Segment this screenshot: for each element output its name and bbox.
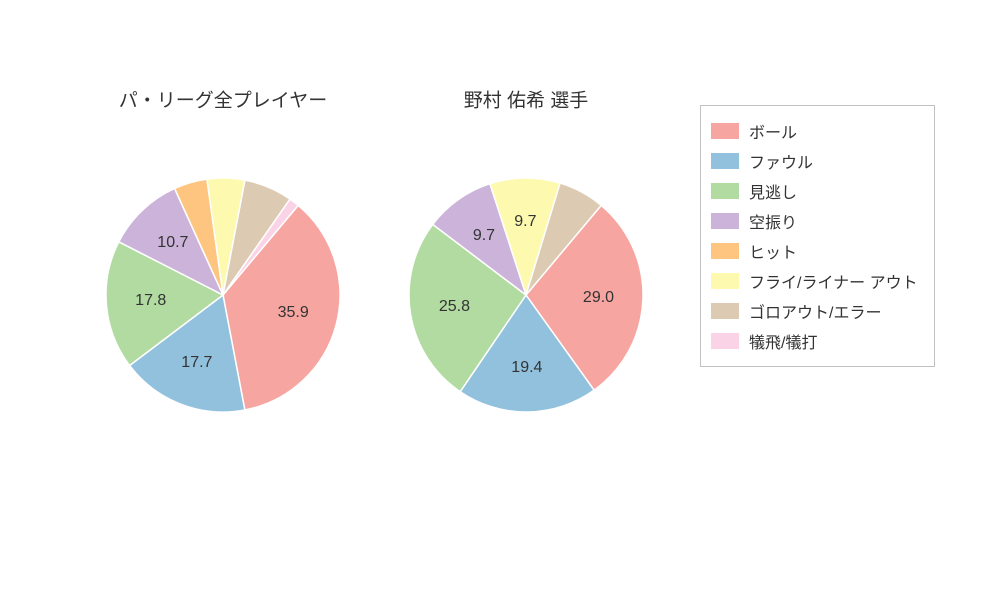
legend-row: フライ/ライナー アウト bbox=[711, 266, 918, 296]
legend-label: 見逃し bbox=[749, 179, 797, 203]
legend-label: ファウル bbox=[749, 149, 813, 173]
legend-label: ボール bbox=[749, 119, 797, 143]
legend-row: ボール bbox=[711, 116, 918, 146]
legend-label: フライ/ライナー アウト bbox=[749, 269, 918, 293]
legend-row: ヒット bbox=[711, 236, 918, 266]
chart-container: { "background_color": "#ffffff", "catego… bbox=[0, 0, 1000, 600]
legend-label: ゴロアウト/エラー bbox=[749, 299, 881, 323]
pie-chart bbox=[104, 176, 342, 414]
legend-label: 空振り bbox=[749, 209, 797, 233]
legend-swatch bbox=[711, 273, 739, 289]
legend-row: 見逃し bbox=[711, 176, 918, 206]
legend-row: 犠飛/犠打 bbox=[711, 326, 918, 356]
legend-swatch bbox=[711, 123, 739, 139]
legend-label: 犠飛/犠打 bbox=[749, 329, 817, 353]
legend-label: ヒット bbox=[749, 239, 797, 263]
legend-swatch bbox=[711, 213, 739, 229]
legend-row: ファウル bbox=[711, 146, 918, 176]
legend-swatch bbox=[711, 303, 739, 319]
legend-swatch bbox=[711, 183, 739, 199]
legend-row: 空振り bbox=[711, 206, 918, 236]
legend-swatch bbox=[711, 153, 739, 169]
chart-title-0: パ・リーグ全プレイヤー bbox=[119, 86, 327, 113]
legend-swatch bbox=[711, 243, 739, 259]
legend: ボールファウル見逃し空振りヒットフライ/ライナー アウトゴロアウト/エラー犠飛/… bbox=[700, 105, 935, 367]
legend-swatch bbox=[711, 333, 739, 349]
pie-chart bbox=[407, 176, 645, 414]
legend-row: ゴロアウト/エラー bbox=[711, 296, 918, 326]
chart-title-1: 野村 佑希 選手 bbox=[464, 86, 589, 113]
